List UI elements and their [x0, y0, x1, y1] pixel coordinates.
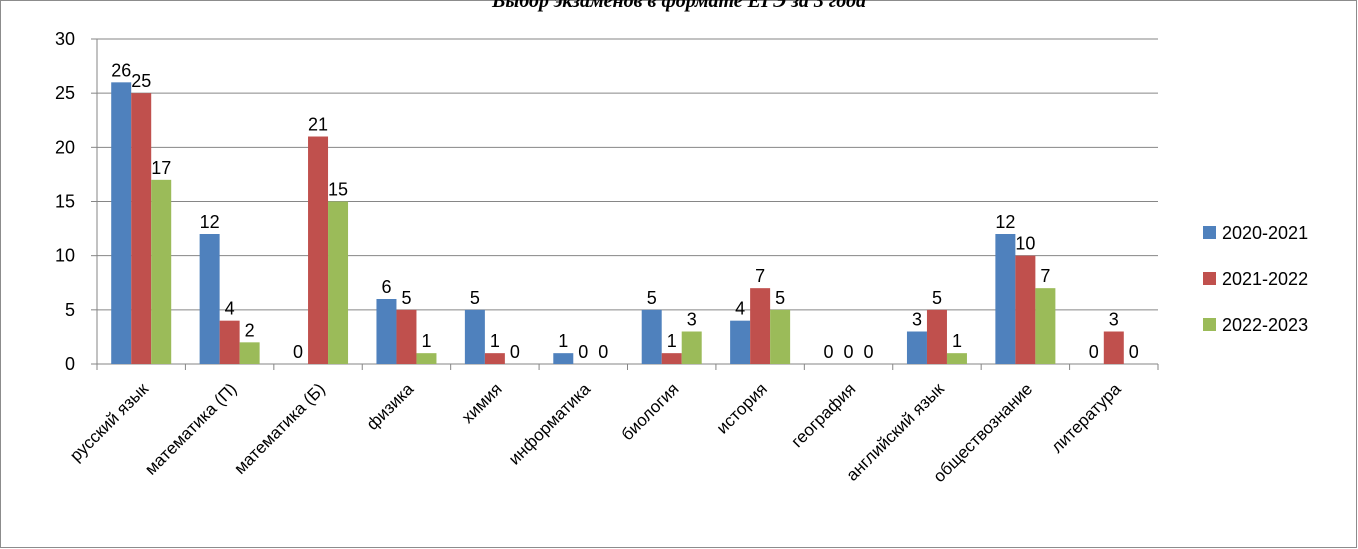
bar-2021-2022 — [661, 353, 682, 364]
bar-2021-2022 — [131, 93, 152, 365]
data-label: 10 — [1015, 234, 1035, 254]
bar-2020-2021 — [199, 234, 220, 364]
bar-2021-2022 — [308, 136, 329, 364]
x-category-label: биология — [618, 379, 683, 444]
x-category-label: химия — [458, 379, 506, 427]
data-label: 0 — [864, 342, 874, 362]
bar-2020-2021 — [376, 299, 397, 364]
legend-label: 2022-2023 — [1222, 315, 1308, 335]
data-label: 25 — [131, 71, 151, 91]
bar-2022-2023 — [770, 309, 791, 364]
bar-2022-2023 — [239, 342, 260, 364]
y-tick-label: 15 — [55, 192, 75, 212]
x-category-label: русский язык — [66, 379, 152, 465]
bar-2022-2023 — [946, 353, 967, 364]
legend-swatch — [1203, 272, 1216, 285]
data-label: 5 — [470, 288, 480, 308]
bar-2020-2021 — [641, 309, 662, 364]
bar-2021-2022 — [484, 353, 505, 364]
data-label: 0 — [1089, 342, 1099, 362]
data-label: 0 — [578, 342, 588, 362]
x-category-label: информатика — [505, 379, 595, 469]
data-label: 7 — [755, 266, 765, 286]
data-label: 1 — [558, 331, 568, 351]
data-label: 12 — [200, 212, 220, 232]
data-label: 0 — [1129, 342, 1139, 362]
y-tick-label: 10 — [55, 246, 75, 266]
x-category-label: литература — [1047, 379, 1125, 457]
data-label: 5 — [775, 288, 785, 308]
data-label: 3 — [912, 310, 922, 330]
bar-2020-2021 — [553, 353, 574, 364]
data-label: 6 — [381, 277, 391, 297]
data-label: 1 — [952, 331, 962, 351]
x-category-label: география — [788, 379, 860, 451]
legend-swatch — [1203, 318, 1216, 331]
data-label: 7 — [1040, 266, 1050, 286]
x-category-label: история — [713, 379, 771, 437]
bar-2021-2022 — [396, 309, 417, 364]
bar-2022-2023 — [1035, 288, 1056, 364]
data-label: 12 — [995, 212, 1015, 232]
data-label: 3 — [1109, 310, 1119, 330]
y-tick-label: 25 — [55, 83, 75, 103]
x-category-label: математика (П) — [141, 379, 240, 478]
y-tick-label: 20 — [55, 137, 75, 157]
legend-swatch — [1203, 226, 1216, 239]
y-tick-label: 5 — [65, 300, 75, 320]
legend-label: 2020-2021 — [1222, 223, 1308, 243]
data-label: 1 — [490, 331, 500, 351]
y-tick-label: 30 — [55, 29, 75, 49]
data-label: 1 — [421, 331, 431, 351]
chart-title: Выбор экзаменов в формате ЕГЭ за 3 года — [492, 0, 866, 12]
data-label: 5 — [401, 288, 411, 308]
data-label: 4 — [225, 299, 235, 319]
bar-2021-2022 — [1103, 331, 1124, 364]
bar-2021-2022 — [926, 309, 947, 364]
bar-2020-2021 — [111, 82, 132, 364]
data-label: 3 — [687, 310, 697, 330]
bar-2021-2022 — [750, 288, 771, 364]
bar-2020-2021 — [464, 309, 485, 364]
legend-label: 2021-2022 — [1222, 269, 1308, 289]
y-tick-label: 0 — [65, 354, 75, 374]
bar-2022-2023 — [328, 201, 349, 364]
x-category-label: физика — [363, 379, 418, 434]
x-category-label: математика (Б) — [230, 379, 329, 478]
data-label: 0 — [824, 342, 834, 362]
data-label: 0 — [510, 342, 520, 362]
data-label: 5 — [932, 288, 942, 308]
bar-2022-2023 — [151, 179, 172, 364]
bar-2022-2023 — [416, 353, 437, 364]
data-label: 15 — [328, 180, 348, 200]
data-label: 5 — [647, 288, 657, 308]
bar-2021-2022 — [1015, 255, 1036, 364]
x-category-label: обществознание — [930, 379, 1037, 486]
data-label: 4 — [735, 299, 745, 319]
data-label: 17 — [151, 158, 171, 178]
bar-2022-2023 — [681, 331, 702, 364]
data-label: 1 — [667, 331, 677, 351]
data-label: 0 — [598, 342, 608, 362]
bar-2020-2021 — [730, 320, 751, 364]
data-label: 0 — [293, 342, 303, 362]
data-label: 2 — [245, 320, 255, 340]
data-label: 21 — [308, 115, 328, 135]
bar-2021-2022 — [219, 320, 240, 364]
bar-2020-2021 — [995, 234, 1016, 364]
data-label: 26 — [111, 60, 131, 80]
data-label: 0 — [844, 342, 854, 362]
bar-2020-2021 — [906, 331, 927, 364]
